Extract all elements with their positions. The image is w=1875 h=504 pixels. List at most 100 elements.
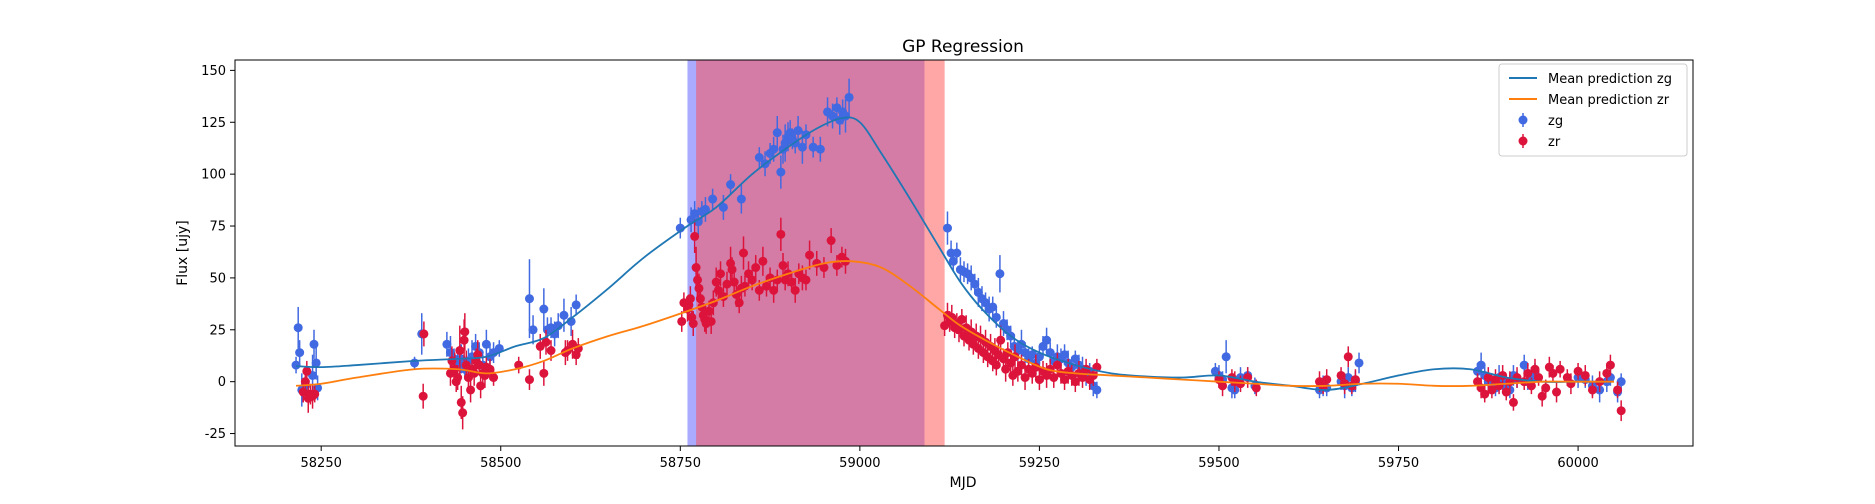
data-point-zg	[559, 310, 569, 320]
data-point-zg	[295, 348, 305, 358]
data-point-zr	[694, 283, 704, 293]
x-tick-label: 58500	[480, 456, 521, 471]
data-point-zr	[1526, 381, 1536, 391]
data-point-zr	[418, 391, 428, 401]
data-point-zg	[718, 202, 728, 212]
data-point-zr	[1052, 360, 1062, 370]
x-axis-label: MJD	[950, 475, 977, 491]
legend-marker-zr	[1518, 136, 1528, 146]
data-point-zg	[988, 302, 998, 312]
data-point-zg	[1027, 350, 1037, 360]
data-point-zr	[1016, 360, 1026, 370]
data-point-zr	[713, 285, 723, 295]
data-point-zr	[539, 368, 549, 378]
data-point-zr	[453, 373, 463, 383]
y-tick-label: 125	[201, 116, 226, 131]
data-point-zr	[474, 360, 484, 370]
data-point-zr	[419, 329, 429, 339]
y-tick-label: 100	[201, 168, 226, 183]
data-point-zr	[302, 366, 312, 376]
data-point-zg	[700, 204, 710, 214]
data-point-zg	[550, 329, 560, 339]
data-point-zg	[708, 194, 718, 204]
data-point-zr	[455, 346, 465, 356]
legend-marker-zg	[1518, 115, 1528, 125]
y-axis-label: Flux [ujy]	[175, 220, 191, 286]
x-tick-label: 59750	[1378, 456, 1419, 471]
data-point-zr	[1580, 370, 1590, 380]
data-point-zg	[828, 111, 838, 121]
data-point-zg	[1042, 335, 1052, 345]
data-point-zr	[1508, 397, 1518, 407]
data-point-zg	[690, 209, 700, 219]
data-point-zr	[706, 316, 716, 326]
legend-label-zg: zg	[1548, 114, 1563, 129]
data-point-zg	[942, 223, 952, 233]
data-point-zr	[1350, 375, 1360, 385]
data-point-zr	[1537, 391, 1547, 401]
data-point-zr	[832, 260, 842, 270]
data-point-zg	[797, 142, 807, 152]
plot-frame	[234, 59, 1694, 447]
data-point-zr	[691, 263, 701, 273]
data-point-zg	[808, 142, 818, 152]
y-tick-label: 150	[201, 64, 226, 79]
data-point-zr	[1566, 379, 1576, 389]
data-point-zr	[688, 319, 698, 329]
mean-prediction-zg-line	[296, 116, 1614, 391]
legend-box	[1498, 63, 1688, 157]
x-tick-label: 59000	[839, 456, 880, 471]
data-point-zr	[1060, 375, 1070, 385]
mean-prediction-curves	[295, 116, 1614, 391]
data-point-zg	[311, 358, 321, 368]
data-point-zr	[458, 408, 468, 418]
data-point-zg	[772, 128, 782, 138]
data-point-zg	[815, 144, 825, 154]
data-point-zr	[751, 263, 761, 273]
data-point-zr	[1343, 352, 1353, 362]
data-point-zr	[1605, 360, 1615, 370]
y-tick-label: 75	[209, 220, 226, 235]
data-point-zr	[1340, 379, 1350, 389]
data-point-zr	[1573, 366, 1583, 376]
data-point-zr	[1070, 377, 1080, 387]
data-point-zr	[747, 275, 757, 285]
data-point-zr	[1552, 387, 1562, 397]
data-point-zr	[1587, 385, 1597, 395]
data-point-zr	[456, 397, 466, 407]
data-point-zg	[524, 294, 534, 304]
x-tick-label: 59250	[1019, 456, 1060, 471]
data-point-zr	[677, 316, 687, 326]
data-point-zr	[1480, 389, 1490, 399]
y-tick-label: 50	[209, 271, 226, 286]
data-point-zr	[1487, 385, 1497, 395]
data-point-zg	[291, 360, 301, 370]
data-point-zr	[541, 337, 551, 347]
data-point-zr	[485, 364, 495, 374]
data-point-zr	[1251, 383, 1261, 393]
data-point-zr	[778, 260, 788, 270]
data-point-zr	[787, 277, 797, 287]
data-point-zr	[761, 281, 771, 291]
data-point-zr	[727, 265, 737, 275]
data-point-zg	[1092, 385, 1102, 395]
legend-label-mean-zg: Mean prediction zg	[1548, 72, 1672, 87]
data-point-zr	[693, 275, 703, 285]
data-point-zr	[754, 285, 764, 295]
data-point-zr	[716, 269, 726, 279]
data-point-zg	[571, 300, 581, 310]
data-point-zr	[957, 314, 967, 324]
data-point-zg	[1476, 360, 1486, 370]
chart-title: GP Regression	[902, 37, 1024, 57]
data-point-zg	[1045, 348, 1055, 358]
data-point-zg	[754, 153, 764, 163]
data-point-zr	[1322, 375, 1332, 385]
data-point-zr	[1483, 373, 1493, 383]
data-point-zg	[1060, 350, 1070, 360]
data-point-zr	[776, 229, 786, 239]
data-point-zg	[726, 180, 736, 190]
x-tick-label: 60000	[1557, 456, 1598, 471]
data-point-zg	[952, 248, 962, 258]
data-point-zr	[1001, 364, 1011, 374]
data-point-zg	[769, 144, 779, 154]
